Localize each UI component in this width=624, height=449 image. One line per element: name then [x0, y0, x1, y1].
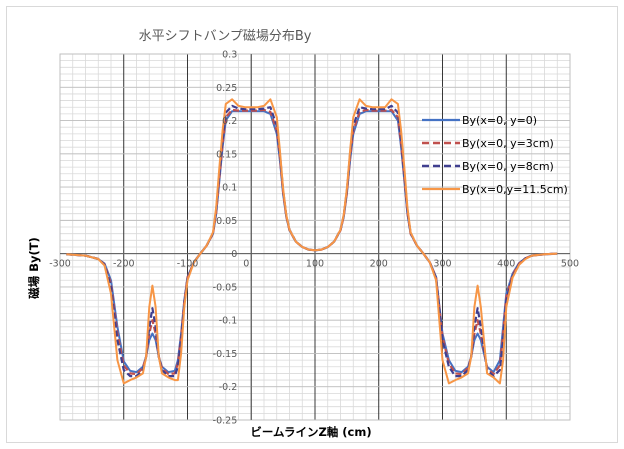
x-tick-label: 500	[561, 259, 579, 270]
x-tick-label: 300	[433, 259, 451, 270]
chart-frame: -0.25 -0.2 -0.15 -0.1 -0.05 0 0.05 0.1 0.15 0.2 0.…	[6, 6, 618, 443]
y-tick-label: 0.2	[222, 116, 237, 127]
y-tick-label: 0.05	[216, 216, 237, 227]
line-chart: -0.25 -0.2 -0.15 -0.1 -0.05 0 0.05 0.1 0.15 0.2 0.…	[27, 29, 579, 439]
series-line-3	[66, 98, 558, 385]
legend-label-2: By(x=0, y=8cm)	[462, 160, 554, 173]
y-tick-labels: -0.25 -0.2 -0.15 -0.1 -0.05 0 0.05 0.1 0.15 0.2 0.…	[213, 50, 238, 427]
x-tick-label: -300	[49, 259, 71, 270]
y-tick-label: 0.15	[216, 149, 237, 160]
y-tick-label: -0.25	[213, 416, 238, 427]
chart-title: 水平シフトバンプ磁場分布By	[139, 29, 312, 44]
legend: By(x=0, y=0) By(x=0, y=3cm) By(x=0, y=8cm)…	[422, 114, 568, 196]
y-tick-label: -0.05	[213, 282, 238, 293]
axes	[59, 53, 571, 421]
legend-label-0: By(x=0, y=0)	[462, 114, 537, 127]
x-tick-label: 400	[497, 259, 515, 270]
y-tick-label: 0	[231, 249, 237, 260]
y-tick-label: -0.2	[219, 382, 238, 393]
y-tick-label: 0.1	[222, 183, 237, 194]
x-tick-label: -100	[177, 259, 199, 270]
y-tick-label: 0.3	[222, 50, 237, 61]
x-axis-label: ビームラインZ軸 (cm)	[250, 425, 371, 439]
y-tick-label: -0.1	[219, 316, 238, 327]
legend-label-3: By(x=0,y=11.5cm)	[462, 183, 568, 196]
x-tick-label: 200	[370, 259, 388, 270]
plot-border	[59, 53, 571, 421]
y-tick-label: 0.25	[216, 83, 237, 94]
legend-label-1: By(x=0, y=3cm)	[462, 137, 554, 150]
x-tick-label: 100	[306, 259, 324, 270]
x-tick-labels: -300 -200 -100 0 100 200 300 400 500	[49, 259, 579, 270]
x-tick-label: -200	[113, 259, 135, 270]
series-layer	[66, 98, 558, 385]
x-tick-label: 0	[243, 259, 249, 270]
y-tick-label: -0.15	[213, 349, 238, 360]
y-axis-label: 磁場 By(T)	[27, 237, 41, 299]
